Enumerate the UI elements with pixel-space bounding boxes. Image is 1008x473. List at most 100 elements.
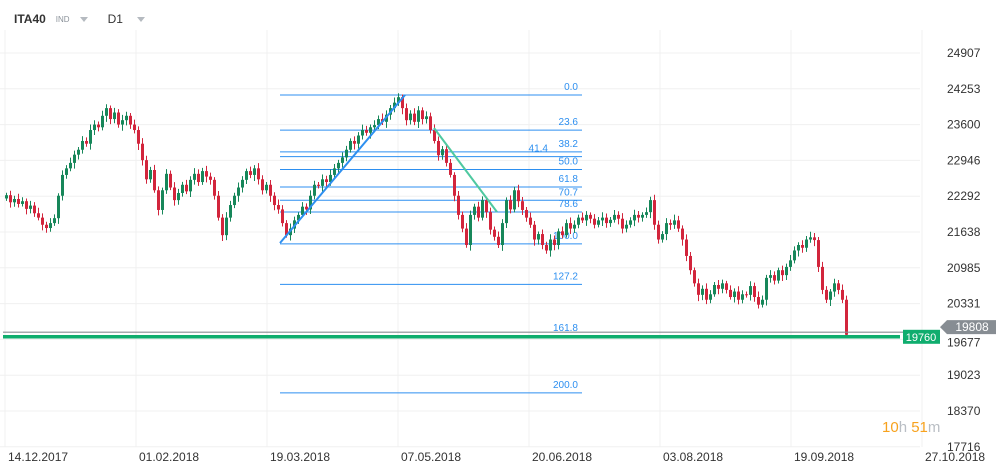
candle-body [113, 112, 116, 120]
candle-body [681, 228, 684, 240]
candle-body [833, 283, 836, 292]
candle-body [141, 143, 144, 161]
candle-body [193, 173, 196, 180]
symbol-dropdown-chevron-icon[interactable] [79, 16, 88, 22]
candle-body [813, 237, 816, 241]
candle-body [693, 270, 696, 284]
candle-body [577, 217, 580, 225]
candle-body [305, 206, 308, 210]
candle-body [717, 284, 720, 289]
candle-body [177, 192, 180, 201]
candle-body [337, 162, 340, 169]
candle-body [41, 217, 44, 225]
candle-body [209, 176, 212, 180]
candle-body [301, 206, 304, 215]
candle-body [789, 260, 792, 267]
candle-body [233, 195, 236, 206]
y-tick-label: 24907 [947, 46, 981, 60]
y-tick-label: 20331 [947, 297, 981, 311]
timeframe-dropdown-chevron-icon[interactable] [136, 16, 145, 22]
candle-body [361, 130, 364, 136]
fib-level-label: 23.6 [559, 117, 579, 128]
candle-body [809, 237, 812, 240]
candle-body [205, 171, 208, 177]
candle-body [685, 239, 688, 256]
last-price-tag-label: 19808 [955, 320, 989, 334]
candle-body [285, 223, 288, 236]
symbol-label[interactable]: ITA40 [14, 12, 46, 26]
candle-body [737, 291, 740, 300]
candle-body [109, 108, 112, 120]
candle-body [617, 214, 620, 219]
candle-body [33, 205, 36, 214]
candle-body [637, 214, 640, 218]
candle-body [441, 149, 444, 156]
candle-body [313, 184, 316, 196]
candle-body [17, 199, 20, 204]
candle-body [641, 214, 644, 218]
candle-body [189, 179, 192, 192]
candle-body [457, 195, 460, 215]
candle-body [417, 110, 420, 122]
candle-body [673, 220, 676, 225]
candle-body [433, 130, 436, 141]
candle-body [829, 291, 832, 300]
chart-header: ITA40 IND D1 [14, 10, 145, 28]
candle-body [753, 286, 756, 298]
y-tick-label: 22292 [947, 189, 981, 203]
candle-body [653, 200, 656, 225]
candle-body [481, 200, 484, 218]
x-tick-label: 01.02.2018 [139, 450, 199, 464]
x-tick-label: 07.05.2018 [401, 450, 461, 464]
candle-body [581, 217, 584, 221]
candle-body [605, 217, 608, 224]
candle-body [129, 115, 132, 125]
candle-body [845, 299, 848, 335]
x-tick-label: 27.10.2018 [925, 450, 985, 464]
candle-body [61, 174, 64, 196]
candle-body [185, 184, 188, 192]
candle-body [349, 140, 352, 150]
candle-body [489, 212, 492, 230]
candle-body [325, 179, 328, 183]
candle-body [429, 116, 432, 131]
candle-body [613, 214, 616, 220]
candle-body [317, 184, 320, 186]
candle-body [769, 275, 772, 278]
candle-body [197, 173, 200, 183]
candle-body [181, 184, 184, 193]
candle-body [397, 97, 400, 103]
candle-body [793, 250, 796, 261]
candle-body [401, 97, 404, 109]
fib-level-label: 61.8 [559, 174, 579, 185]
timer-minutes-unit: m [927, 419, 941, 436]
candle-body [821, 266, 824, 290]
timeframe-label[interactable]: D1 [107, 12, 123, 26]
candle-body [5, 195, 8, 199]
y-tick-label: 23600 [947, 118, 981, 132]
candle-body [137, 130, 140, 144]
candle-countdown: 10h 51m [882, 419, 940, 436]
candle-body [593, 218, 596, 225]
candle-body [801, 245, 804, 248]
x-tick-label: 19.09.2018 [794, 450, 854, 464]
candle-body [629, 220, 632, 225]
candle-body [765, 277, 768, 300]
candle-body [121, 120, 124, 125]
candle-body [393, 102, 396, 109]
candle-body [105, 108, 108, 116]
candle-body [269, 184, 272, 196]
candle-body [25, 201, 28, 209]
candle-body [217, 195, 220, 218]
trend-line [279, 94, 406, 244]
candle-body [97, 124, 100, 128]
fib-level-label: 0.0 [564, 82, 578, 93]
candle-body [589, 214, 592, 219]
candle-body [725, 283, 728, 290]
candle-body [369, 127, 372, 133]
candle-body [473, 206, 476, 215]
candle-body [625, 224, 628, 229]
candle-body [485, 200, 488, 213]
candle-body [545, 245, 548, 251]
